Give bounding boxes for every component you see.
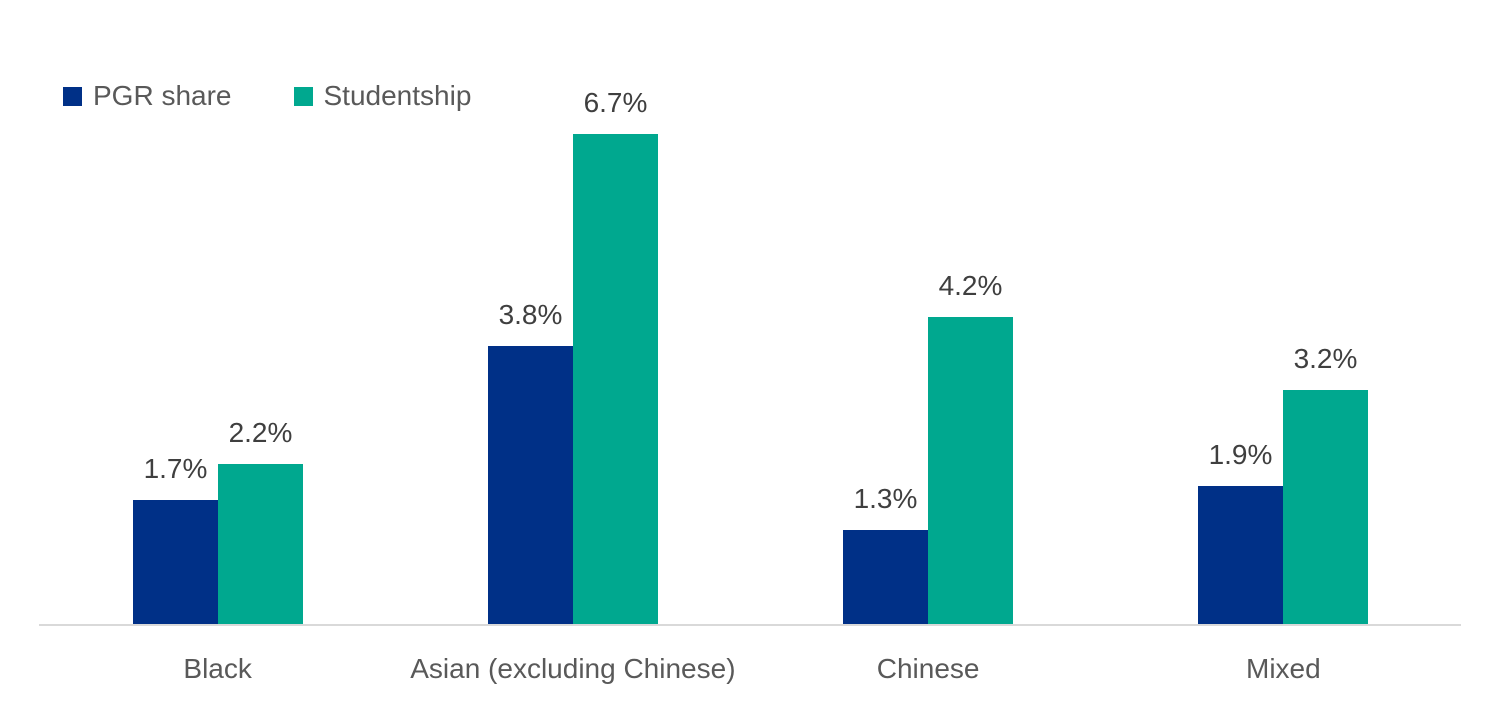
legend-swatch-pgr-share (63, 86, 82, 106)
data-label-studentship-black: 2.2% (228, 417, 293, 448)
bar-studentship-mixed (1283, 390, 1368, 625)
legend-swatch-studentship (293, 86, 313, 106)
data-label-pgr-share-black: 1.7% (143, 453, 208, 484)
legend: PGR share Studentship (63, 82, 471, 110)
data-label-pgr-share-chinese: 1.3% (853, 483, 918, 514)
data-label-studentship-chinese: 4.2% (938, 270, 1003, 301)
bar-pgr-share-black (133, 500, 218, 625)
bar-studentship-chinese (928, 317, 1013, 625)
x-axis-label-mixed: Mixed (1246, 653, 1321, 684)
data-label-pgr-share-asian-excluding-chinese: 3.8% (498, 299, 563, 330)
x-axis-label-asian-excluding-chinese: Asian (excluding Chinese) (410, 653, 736, 684)
legend-item-pgr-share: PGR share (63, 82, 232, 110)
legend-label-pgr-share: PGR share (93, 80, 232, 111)
bar-pgr-share-chinese (843, 530, 928, 625)
data-label-pgr-share-mixed: 1.9% (1208, 439, 1273, 470)
x-axis-label-black: Black (183, 653, 252, 684)
data-label-studentship-asian-excluding-chinese: 6.7% (583, 87, 648, 118)
bar-pgr-share-mixed (1198, 486, 1283, 625)
x-axis-line (39, 624, 1461, 626)
bar-studentship-asian-excluding-chinese (573, 134, 658, 625)
bar-pgr-share-asian-excluding-chinese (488, 346, 573, 625)
legend-label-studentship: Studentship (323, 80, 472, 111)
bar-studentship-black (218, 464, 303, 625)
legend-item-studentship: Studentship (293, 80, 472, 111)
data-label-studentship-mixed: 3.2% (1293, 343, 1358, 374)
x-axis-label-chinese: Chinese (876, 653, 980, 684)
